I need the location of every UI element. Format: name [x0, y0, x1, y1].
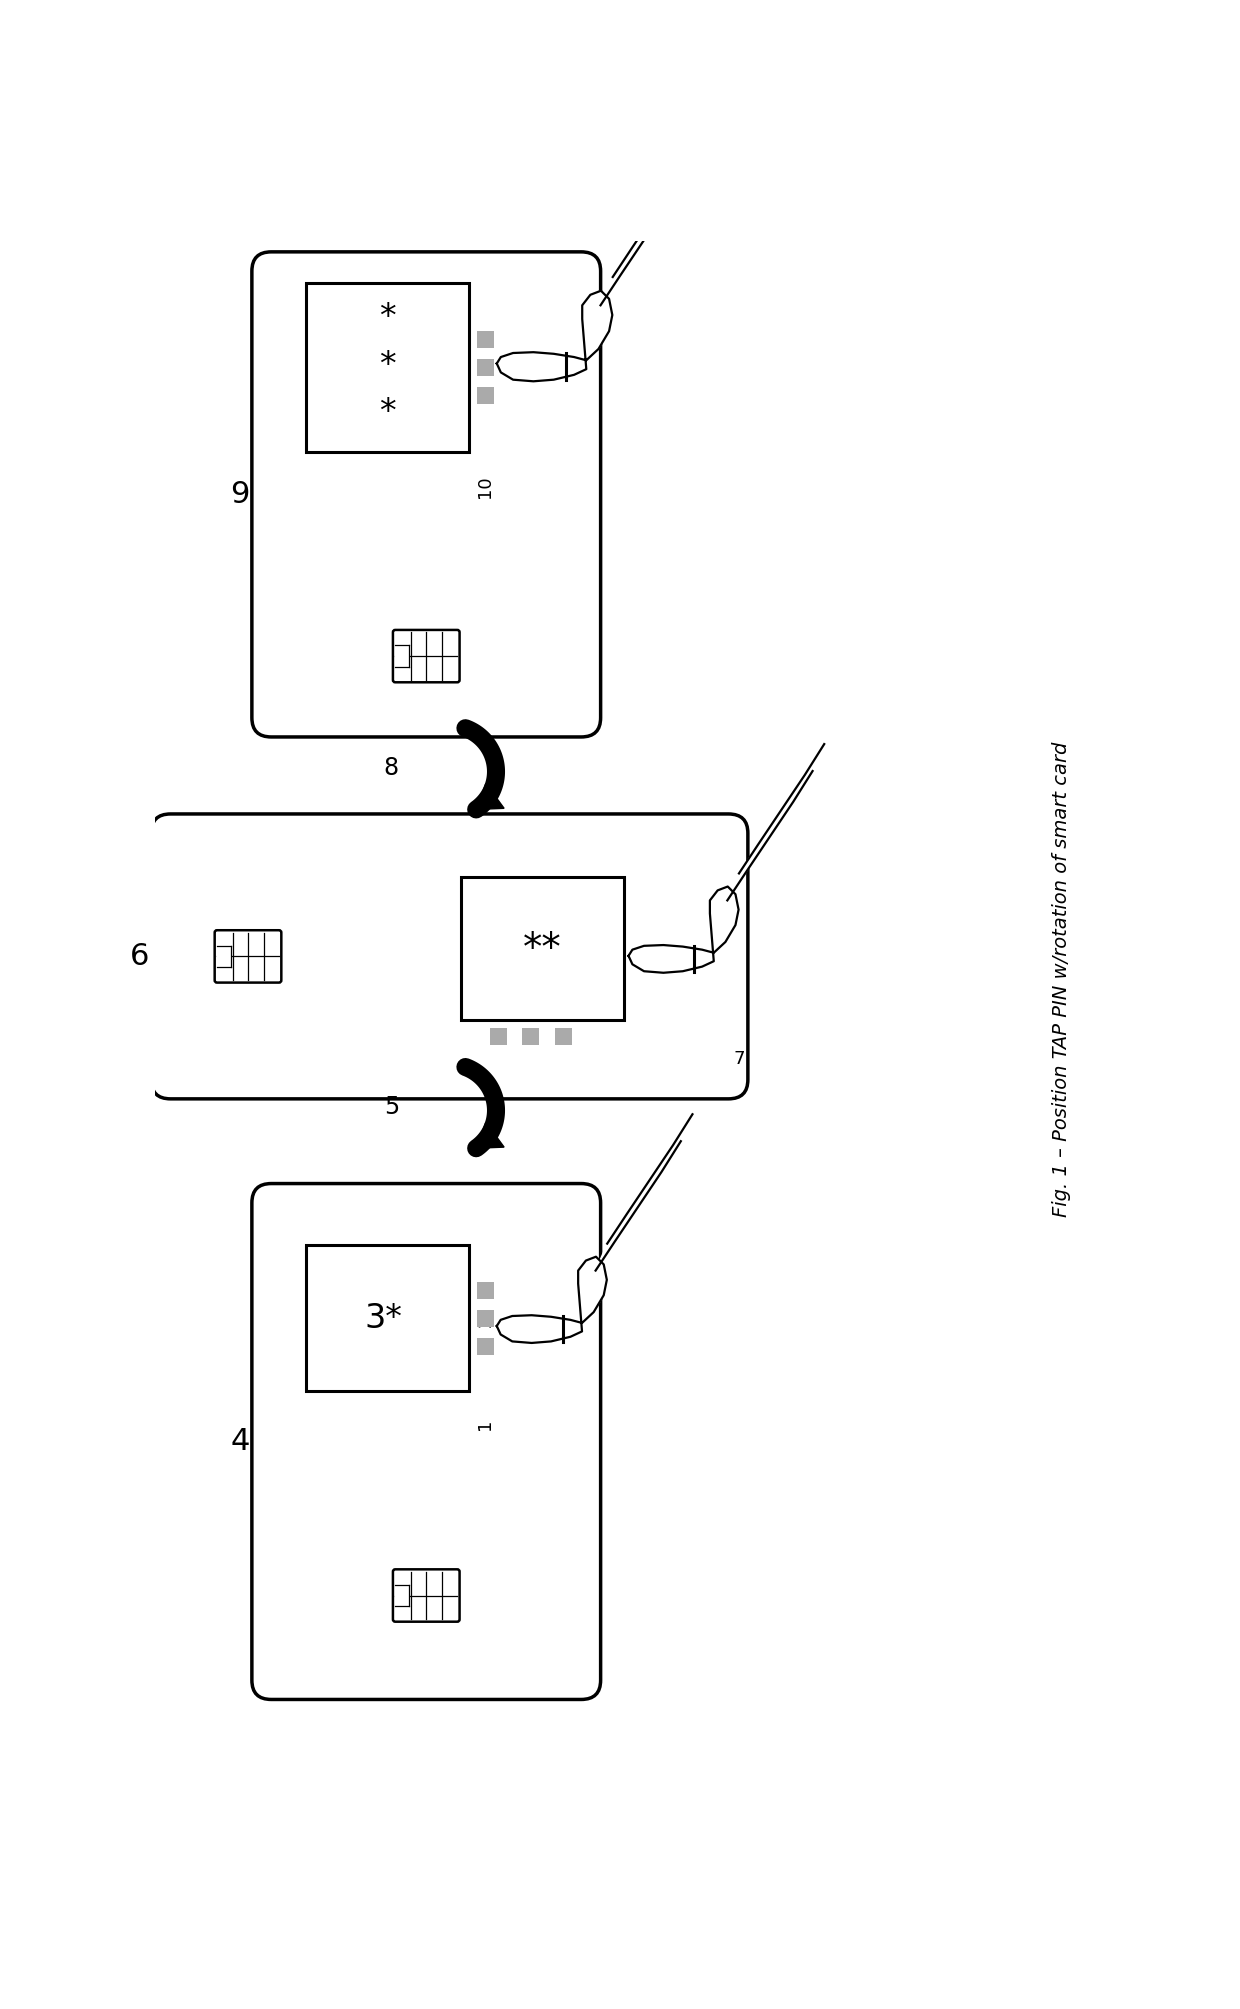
Text: *: * [379, 396, 396, 430]
FancyBboxPatch shape [151, 814, 748, 1099]
Bar [306, 283, 469, 452]
Polygon shape [476, 1123, 505, 1149]
Polygon shape [595, 1115, 692, 1270]
Text: 1: 1 [476, 1418, 495, 1430]
FancyBboxPatch shape [252, 1183, 600, 1700]
Polygon shape [728, 743, 825, 900]
Bar [306, 1246, 469, 1392]
FancyBboxPatch shape [252, 251, 600, 737]
Bar [476, 386, 494, 404]
Bar [476, 1282, 494, 1300]
Bar [554, 1029, 572, 1045]
FancyBboxPatch shape [393, 631, 460, 683]
FancyBboxPatch shape [215, 930, 281, 982]
Text: 3*: 3* [365, 1302, 403, 1334]
Bar [476, 331, 494, 348]
Polygon shape [497, 291, 613, 382]
Text: *: * [379, 301, 396, 333]
Text: 4: 4 [231, 1426, 250, 1457]
Polygon shape [629, 886, 739, 972]
Text: 6: 6 [130, 942, 149, 970]
Bar [476, 360, 494, 376]
Text: 9: 9 [231, 480, 250, 508]
Bar [396, 645, 409, 667]
Text: 2: 2 [476, 1316, 495, 1328]
FancyBboxPatch shape [393, 1569, 460, 1621]
Text: **: ** [523, 930, 562, 968]
Bar [476, 1338, 494, 1354]
Bar [522, 1029, 539, 1045]
Bar [476, 1310, 494, 1326]
Text: 10: 10 [476, 476, 495, 498]
Bar [217, 946, 231, 966]
Bar [461, 878, 624, 1021]
Polygon shape [600, 141, 702, 305]
Polygon shape [497, 1258, 606, 1342]
Text: 8: 8 [384, 755, 399, 779]
Text: 7: 7 [734, 1051, 745, 1069]
Text: 5: 5 [383, 1095, 399, 1119]
Bar [396, 1585, 409, 1607]
Text: Fig. 1 – Position TAP PIN w/rotation of smart card: Fig. 1 – Position TAP PIN w/rotation of … [1053, 741, 1071, 1217]
Text: *: * [379, 348, 396, 382]
Polygon shape [476, 784, 505, 810]
Bar [490, 1029, 507, 1045]
